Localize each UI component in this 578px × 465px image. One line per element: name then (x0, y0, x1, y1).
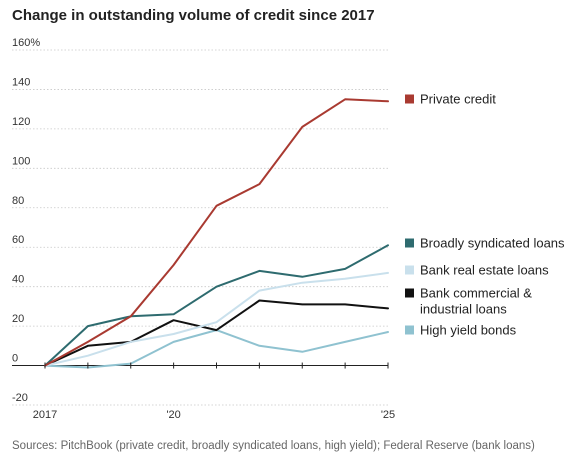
legend-swatch (405, 94, 414, 104)
legend-swatch (405, 288, 414, 298)
legend-label: industrial loans (420, 302, 507, 317)
y-tick-label: 140 (12, 76, 30, 88)
axis-layer: 160% 140 120 100 80 60 40 20 0 -20 2017 '20 '25 (12, 37, 395, 421)
y-tick-label: 120 (12, 116, 30, 128)
legend-swatch (405, 325, 414, 335)
y-tick-label: 160% (12, 37, 40, 49)
series-line-private-credit (44, 98, 389, 367)
y-tick-label: 100 (12, 155, 30, 167)
y-tick-label: 20 (12, 313, 24, 325)
y-tick-label: 80 (12, 195, 24, 207)
legend-label: Bank real estate loans (420, 263, 549, 278)
y-tick-label: -20 (12, 392, 28, 404)
series-line-broadly-syndicated-loans (44, 244, 389, 367)
series-line-bank-real-estate-loans (44, 271, 389, 367)
chart-title: Change in outstanding volume of credit s… (12, 7, 375, 24)
x-tick-label: 2017 (33, 409, 57, 421)
grid-layer (12, 49, 388, 406)
legend-swatch (405, 238, 414, 248)
legend-label: Bank commercial & (420, 286, 532, 301)
legend-swatch (405, 265, 414, 275)
x-tick-label: '20 (166, 409, 180, 421)
series-layer (44, 98, 389, 369)
legend-label: Private credit (420, 92, 496, 107)
y-tick-label: 40 (12, 274, 24, 286)
legend-label: Broadly syndicated loans (420, 236, 565, 251)
series-line-bank-commercial-industrial-loans (44, 299, 389, 367)
x-tick-label: '25 (381, 409, 395, 421)
source-note: Sources: PitchBook (private credit, broa… (12, 440, 535, 452)
legend-label: High yield bonds (420, 323, 517, 338)
legend: Private credit Broadly syndicated loans Ba… (405, 92, 565, 338)
y-tick-label: 60 (12, 234, 24, 246)
y-tick-label: 0 (12, 353, 18, 365)
